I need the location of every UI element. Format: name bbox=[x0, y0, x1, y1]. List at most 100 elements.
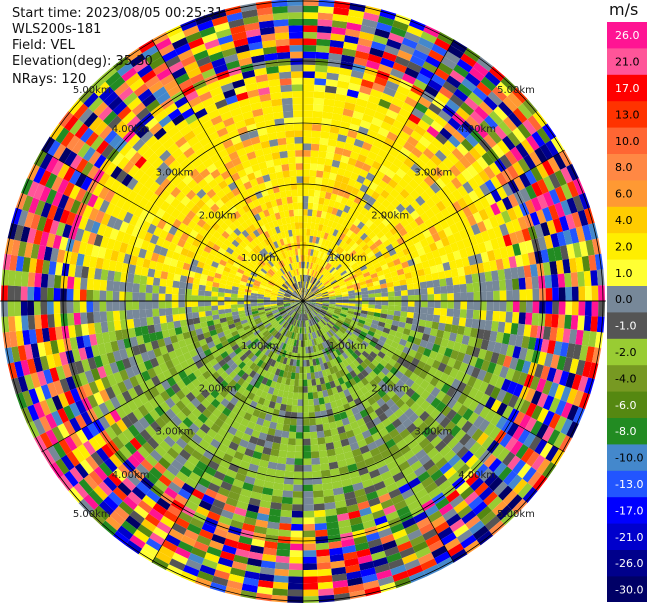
velocity-cell bbox=[133, 420, 145, 434]
velocity-cell bbox=[206, 320, 215, 327]
velocity-cell bbox=[312, 287, 318, 293]
velocity-cell bbox=[290, 530, 303, 538]
velocity-cell bbox=[106, 301, 113, 312]
velocity-cell bbox=[361, 327, 369, 334]
velocity-cell bbox=[566, 343, 576, 359]
velocity-cell bbox=[306, 366, 311, 374]
velocity-cell bbox=[281, 328, 287, 336]
velocity-cell bbox=[553, 246, 563, 261]
velocity-cell bbox=[246, 406, 255, 415]
velocity-cell bbox=[260, 282, 268, 287]
velocity-cell bbox=[269, 258, 276, 266]
velocity-cell bbox=[293, 319, 297, 326]
velocity-cell bbox=[255, 417, 265, 426]
velocity-cell bbox=[287, 391, 294, 399]
velocity-cell bbox=[490, 202, 501, 216]
velocity-cell bbox=[282, 424, 290, 432]
velocity-cell bbox=[455, 333, 464, 344]
velocity-cell bbox=[578, 286, 586, 301]
velocity-cell bbox=[322, 326, 328, 333]
velocity-cell bbox=[472, 501, 488, 516]
velocity-cell bbox=[263, 440, 273, 449]
velocity-cell bbox=[434, 301, 441, 309]
velocity-cell bbox=[540, 365, 551, 381]
velocity-cell bbox=[127, 387, 139, 400]
velocity-cell bbox=[323, 429, 332, 438]
velocity-cell bbox=[571, 286, 579, 301]
velocity-cell bbox=[331, 159, 341, 168]
velocity-cell bbox=[324, 508, 337, 517]
velocity-cell bbox=[135, 125, 150, 139]
velocity-cell bbox=[497, 269, 506, 281]
velocity-cell bbox=[127, 454, 141, 469]
velocity-cell bbox=[246, 420, 256, 430]
velocity-cell bbox=[462, 384, 473, 397]
velocity-cell bbox=[363, 236, 372, 244]
velocity-cell bbox=[552, 368, 564, 385]
velocity-cell bbox=[109, 179, 122, 193]
velocity-cell bbox=[462, 353, 472, 365]
velocity-cell bbox=[187, 219, 197, 230]
velocity-cell bbox=[463, 540, 481, 555]
velocity-cell bbox=[254, 254, 262, 262]
velocity-cell bbox=[140, 351, 150, 363]
velocity-cell bbox=[219, 550, 236, 562]
velocity-cell bbox=[393, 348, 403, 357]
velocity-cell bbox=[329, 125, 340, 135]
velocity-cell bbox=[337, 405, 346, 414]
velocity-cell bbox=[585, 346, 595, 363]
velocity-cell bbox=[319, 377, 326, 385]
velocity-cell bbox=[506, 207, 518, 222]
velocity-cell bbox=[399, 162, 411, 174]
velocity-cell bbox=[347, 308, 355, 312]
velocity-cell bbox=[301, 307, 303, 315]
velocity-cell bbox=[225, 280, 234, 286]
velocity-cell bbox=[165, 408, 177, 420]
velocity-cell bbox=[578, 301, 586, 316]
velocity-cell bbox=[267, 427, 276, 436]
velocity-cell bbox=[205, 393, 216, 404]
velocity-cell bbox=[149, 139, 163, 153]
velocity-cell bbox=[250, 305, 258, 310]
velocity-cell bbox=[338, 465, 349, 475]
velocity-cell bbox=[342, 359, 350, 368]
velocity-cell bbox=[201, 408, 213, 419]
velocity-cell bbox=[467, 202, 479, 215]
velocity-cell bbox=[284, 293, 291, 297]
velocity-cell bbox=[356, 229, 365, 238]
velocity-cell bbox=[362, 324, 371, 331]
velocity-cell bbox=[315, 51, 330, 60]
velocity-cell bbox=[351, 406, 360, 415]
velocity-cell bbox=[145, 212, 156, 224]
velocity-cell bbox=[346, 347, 355, 355]
velocity-cell bbox=[14, 285, 22, 301]
velocity-cell bbox=[239, 343, 247, 351]
velocity-cell bbox=[239, 460, 251, 470]
velocity-cell bbox=[420, 558, 438, 571]
velocity-cell bbox=[317, 203, 324, 212]
velocity-cell bbox=[326, 388, 334, 397]
velocity-cell bbox=[207, 178, 219, 189]
velocity-cell bbox=[356, 44, 371, 54]
velocity-cell bbox=[395, 379, 406, 389]
velocity-cell bbox=[239, 240, 248, 249]
velocity-cell bbox=[11, 239, 21, 256]
velocity-cell bbox=[323, 254, 330, 262]
velocity-cell bbox=[382, 51, 398, 62]
velocity-cell bbox=[529, 376, 541, 391]
velocity-cell bbox=[309, 298, 317, 301]
velocity-cell bbox=[132, 450, 146, 464]
velocity-cell bbox=[348, 123, 360, 133]
velocity-cell bbox=[393, 361, 403, 371]
velocity-cell bbox=[403, 141, 415, 153]
velocity-cell bbox=[298, 307, 302, 314]
velocity-cell bbox=[368, 387, 378, 397]
velocity-cell bbox=[290, 372, 296, 380]
velocity-cell bbox=[88, 380, 100, 395]
velocity-cell bbox=[369, 379, 378, 388]
velocity-cell bbox=[350, 522, 365, 533]
velocity-cell bbox=[77, 142, 91, 158]
velocity-cell bbox=[445, 215, 456, 227]
velocity-cell bbox=[427, 301, 435, 308]
velocity-cell bbox=[362, 301, 369, 305]
